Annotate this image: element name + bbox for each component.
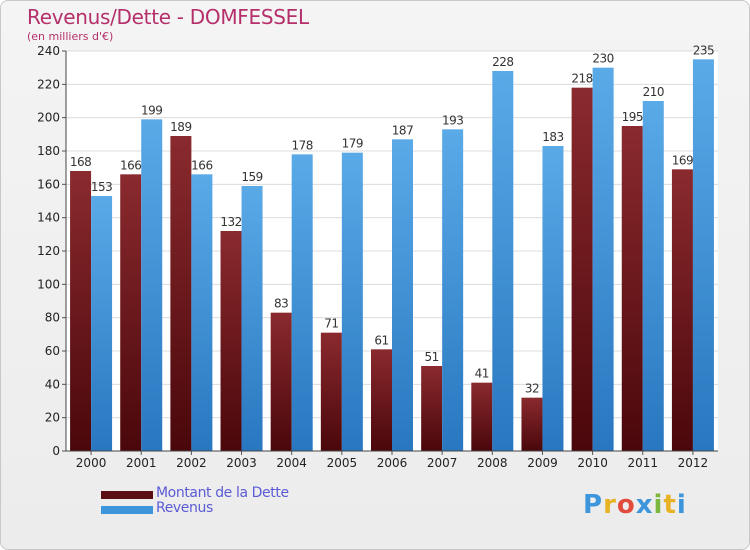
bar-dette <box>120 174 142 452</box>
logo-letter: t <box>663 490 677 520</box>
y-tick-label: 100 <box>37 277 60 291</box>
chart-subtitle: (en milliers d'€) <box>27 30 114 43</box>
bar-revenus <box>392 139 413 452</box>
x-tick-label: 2011 <box>627 456 658 470</box>
bar-dette <box>571 87 593 452</box>
y-tick-label: 200 <box>37 111 60 125</box>
y-tick-label: 160 <box>37 177 60 191</box>
y-tick-label: 120 <box>37 244 60 258</box>
bar-dette <box>220 231 242 451</box>
x-tick-label: 2001 <box>126 456 157 470</box>
bar-dette <box>270 312 292 451</box>
bar-dette <box>320 332 342 451</box>
logo-letter: i <box>653 490 664 520</box>
logo-letter: x <box>635 490 654 520</box>
y-tick-label: 40 <box>45 377 60 391</box>
axis-layer <box>62 50 718 455</box>
data-label-revenus: 210 <box>643 85 664 99</box>
logo-letter: r <box>603 490 617 520</box>
data-label-dette: 166 <box>120 158 141 172</box>
bar-dette <box>170 136 192 451</box>
data-label-dette: 169 <box>672 153 693 167</box>
y-tick-label: 80 <box>45 311 60 325</box>
x-tick-label: 2010 <box>577 456 608 470</box>
data-label-revenus: 179 <box>342 137 363 151</box>
data-label-dette: 41 <box>475 367 489 381</box>
bar-revenus <box>241 186 263 451</box>
data-label-revenus: 199 <box>141 103 162 117</box>
x-tick-label: 2004 <box>276 456 307 470</box>
data-label-revenus: 178 <box>291 138 312 152</box>
bar-revenus <box>692 59 714 451</box>
data-label-dette: 195 <box>622 110 643 124</box>
data-label-revenus: 228 <box>492 55 513 69</box>
logo-letter: i <box>676 490 687 520</box>
bar-layer <box>70 59 714 452</box>
data-label-revenus: 166 <box>191 158 212 172</box>
bar-revenus <box>642 101 664 451</box>
y-tick-label: 180 <box>37 144 60 158</box>
bar-dette <box>621 126 643 451</box>
bar-revenus <box>191 174 213 452</box>
y-tick-label: 140 <box>37 211 60 225</box>
x-tick-label: 2009 <box>527 456 558 470</box>
data-label-revenus: 235 <box>693 43 714 57</box>
bar-dette <box>371 349 392 451</box>
data-label-revenus: 187 <box>392 123 413 137</box>
bar-dette <box>70 171 92 451</box>
y-tick-label: 220 <box>37 77 60 91</box>
bar-revenus <box>291 154 313 452</box>
legend-label-revenus: Revenus <box>156 500 213 516</box>
x-tick-label: 2006 <box>377 456 408 470</box>
bar-revenus <box>91 196 113 451</box>
data-label-dette: 51 <box>425 350 439 364</box>
data-label-revenus: 230 <box>592 52 613 66</box>
bar-revenus <box>592 67 614 452</box>
data-label-dette: 71 <box>324 317 338 331</box>
legend-swatch-dette <box>101 491 153 499</box>
bar-dette <box>471 382 493 451</box>
x-tick-label: 2003 <box>226 456 257 470</box>
y-tick-label: 0 <box>52 444 60 458</box>
y-tick-label: 240 <box>37 44 60 58</box>
data-label-dette: 132 <box>220 215 241 229</box>
bar-revenus <box>492 71 514 451</box>
x-tick-label: 2008 <box>477 456 508 470</box>
bar-dette <box>421 366 443 451</box>
legend-swatch-revenus <box>101 506 153 514</box>
x-tick-label: 2000 <box>76 456 107 470</box>
logo-letter: P <box>583 490 604 520</box>
y-tick-label: 60 <box>45 344 60 358</box>
data-label-revenus: 193 <box>442 113 463 127</box>
bar-revenus <box>141 119 163 451</box>
bar-dette <box>671 169 693 452</box>
bar-dette <box>521 397 543 451</box>
logo-letter: o <box>616 490 636 520</box>
legend-label-dette: Montant de la Dette <box>156 485 289 501</box>
proxiti-logo: Proxiti <box>583 490 687 520</box>
data-label-dette: 168 <box>70 155 91 169</box>
data-label-dette: 61 <box>374 333 388 347</box>
x-tick-label: 2007 <box>427 456 458 470</box>
y-tick-label: 20 <box>45 411 60 425</box>
x-tick-label: 2002 <box>176 456 207 470</box>
x-tick-label: 2005 <box>327 456 358 470</box>
data-label-revenus: 183 <box>542 130 563 144</box>
bar-revenus <box>442 129 464 452</box>
data-label-revenus: 159 <box>241 170 262 184</box>
data-label-dette: 32 <box>525 382 539 396</box>
chart-title: Revenus/Dette - DOMFESSEL <box>27 5 309 29</box>
data-label-dette: 189 <box>170 120 191 134</box>
data-label-dette: 218 <box>571 72 592 86</box>
x-tick-label: 2012 <box>678 456 709 470</box>
data-label-dette: 83 <box>274 297 288 311</box>
data-label-revenus: 153 <box>91 180 112 194</box>
bar-revenus <box>341 152 363 451</box>
bar-revenus <box>542 146 564 451</box>
